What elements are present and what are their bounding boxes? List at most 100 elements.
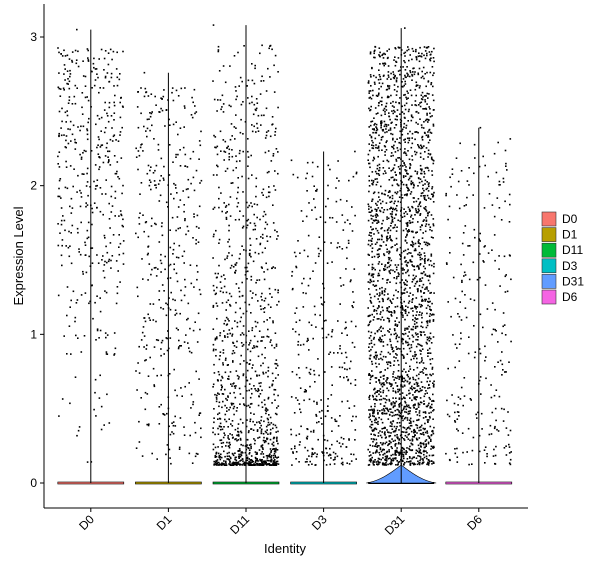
data-point (410, 442, 412, 445)
data-point (405, 431, 408, 433)
data-point (163, 414, 166, 416)
data-point (422, 66, 425, 69)
data-point (177, 347, 180, 350)
data-point (255, 107, 258, 110)
data-point (424, 412, 427, 414)
data-point (502, 177, 505, 180)
data-point (452, 276, 455, 279)
data-point (382, 341, 385, 343)
data-point (240, 459, 242, 462)
data-point (375, 450, 377, 453)
data-point (406, 49, 408, 52)
data-point (71, 133, 74, 136)
data-point (405, 450, 407, 452)
data-point (389, 425, 392, 427)
data-point (387, 351, 390, 354)
data-point (427, 136, 430, 138)
data-point (397, 57, 400, 59)
data-point (222, 400, 224, 403)
data-point (69, 165, 72, 167)
data-point (255, 389, 257, 392)
data-point (190, 182, 192, 185)
data-point (426, 380, 428, 383)
data-point (381, 427, 383, 430)
data-point (505, 371, 507, 373)
data-point (406, 373, 409, 376)
data-point (105, 245, 107, 248)
data-point (414, 387, 416, 390)
data-point (421, 316, 423, 319)
data-point (236, 321, 239, 324)
data-point (73, 95, 76, 98)
data-point (460, 332, 462, 334)
data-point (408, 274, 410, 277)
data-point (424, 194, 426, 197)
data-point (415, 249, 417, 252)
data-point (147, 235, 150, 238)
data-point (218, 454, 221, 457)
data-point (371, 209, 373, 212)
data-point (383, 405, 385, 407)
data-point (378, 451, 380, 454)
data-point (259, 243, 261, 246)
data-point (504, 371, 506, 373)
data-point (380, 357, 382, 360)
data-point (401, 307, 404, 310)
data-point (403, 212, 405, 215)
data-point (337, 352, 339, 354)
data-point (383, 448, 385, 451)
data-point (371, 222, 374, 224)
data-point (220, 287, 223, 289)
data-point (250, 202, 252, 204)
data-point (427, 131, 429, 133)
data-point (165, 453, 167, 456)
data-point (413, 197, 415, 199)
data-point (243, 249, 245, 251)
data-point (237, 450, 239, 452)
data-point (230, 123, 233, 125)
data-point (390, 403, 392, 405)
data-point (472, 194, 474, 196)
data-point (92, 62, 95, 65)
data-point (425, 455, 428, 458)
data-point (498, 395, 501, 398)
data-point (212, 386, 214, 388)
data-point (408, 139, 411, 142)
data-point (249, 350, 252, 353)
data-point (250, 377, 252, 380)
data-point (92, 317, 94, 320)
data-point (265, 410, 268, 412)
data-point (187, 188, 189, 190)
data-point (395, 337, 397, 340)
data-point (422, 265, 425, 268)
data-point (429, 363, 432, 365)
data-point (411, 435, 414, 438)
data-point (313, 305, 316, 308)
data-point (402, 347, 405, 350)
data-point (404, 108, 407, 111)
data-point (273, 393, 275, 396)
data-point (390, 239, 392, 241)
data-point (174, 415, 176, 418)
data-point (250, 275, 253, 278)
data-point (425, 298, 427, 301)
data-point (425, 450, 427, 452)
data-point (395, 443, 397, 445)
data-point (371, 256, 373, 258)
data-point (397, 70, 400, 72)
data-point (77, 126, 79, 128)
data-point (373, 433, 375, 436)
data-point (152, 367, 155, 370)
data-point (91, 247, 94, 249)
data-point (467, 245, 469, 247)
data-point (106, 112, 108, 115)
data-point (66, 314, 68, 317)
data-point (334, 456, 336, 459)
data-point (491, 204, 494, 206)
data-point (421, 147, 424, 149)
data-point (421, 237, 424, 239)
data-point (369, 415, 371, 417)
data-point (411, 142, 414, 145)
data-point (272, 444, 275, 447)
data-point (263, 114, 265, 117)
